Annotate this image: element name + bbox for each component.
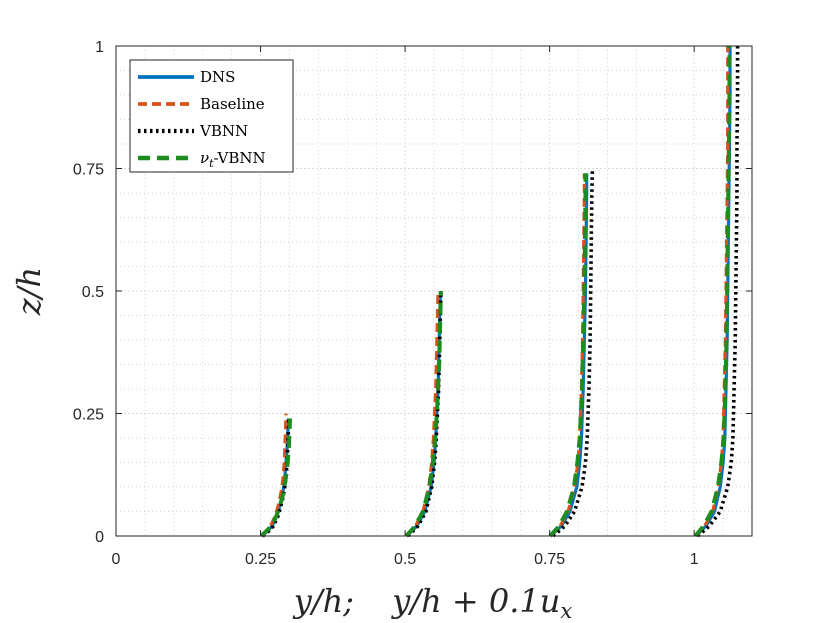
- legend-label: Baseline: [200, 95, 265, 113]
- x-axis-label-part-2: y/h + 0.1u: [390, 582, 560, 620]
- x-axis-label-part-1: y/h;: [292, 582, 354, 620]
- y-tick-label: 1: [95, 39, 104, 56]
- profile-line: [693, 46, 732, 538]
- y-axis-label: z/h: [10, 267, 48, 316]
- x-tick-label: 0.75: [534, 551, 565, 568]
- series--t-vbnn: [259, 46, 732, 538]
- x-axis-label-subscript: x: [560, 599, 572, 623]
- legend-entry: DNS: [138, 68, 235, 86]
- legend-entry: VBNN: [138, 122, 248, 140]
- profile-line: [548, 173, 588, 538]
- profile-line: [694, 46, 730, 538]
- legend-entry: νt-VBNN: [138, 149, 266, 170]
- legend-label: DNS: [200, 68, 235, 86]
- profile-line: [696, 46, 740, 538]
- legend-label: VBNN: [199, 122, 248, 140]
- x-tick-label: 0.25: [245, 551, 276, 568]
- legend-label: νt-VBNN: [200, 149, 266, 170]
- x-tick-label: 0.5: [394, 551, 416, 568]
- x-tick-label: 0: [112, 551, 121, 568]
- x-axis-label: y/h; y/h + 0.1ux: [292, 582, 573, 623]
- profile-line: [405, 290, 440, 538]
- y-tick-label: 0.25: [73, 407, 104, 424]
- y-tick-label: 0.75: [73, 162, 104, 179]
- legend-entry: Baseline: [138, 95, 265, 113]
- profile-line: [551, 168, 595, 538]
- ticks-layer: 0 0.25 0.5 0.75 1 0 0.25 0.5 0.75 1: [73, 39, 752, 568]
- profile-line: [404, 290, 443, 538]
- profile-line: [259, 418, 293, 538]
- y-tick-label: 0: [95, 529, 104, 546]
- y-tick-label: 0.5: [82, 284, 104, 301]
- x-tick-label: 1: [690, 551, 699, 568]
- profile-line: [260, 413, 288, 538]
- series-layer: [259, 46, 740, 538]
- legend: DNS Baseline VBNN νt-VBNN: [129, 59, 294, 173]
